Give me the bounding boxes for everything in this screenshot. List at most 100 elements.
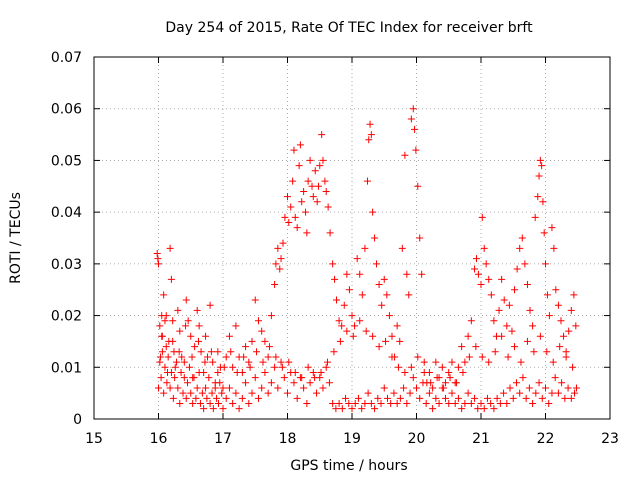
data-point xyxy=(156,322,164,330)
data-point xyxy=(542,260,549,268)
data-point xyxy=(496,399,504,407)
data-point xyxy=(345,399,353,407)
data-point xyxy=(480,405,488,413)
x-tick-labels: 15 16 17 18 19 20 21 22 23 xyxy=(85,431,619,447)
data-point xyxy=(378,301,386,309)
data-point xyxy=(278,363,286,371)
data-point xyxy=(182,394,190,402)
data-point xyxy=(178,353,186,361)
data-point xyxy=(411,125,419,133)
data-point xyxy=(523,337,531,345)
data-point xyxy=(318,131,326,139)
data-point xyxy=(207,348,215,356)
data-point xyxy=(182,322,190,330)
data-point xyxy=(338,322,346,330)
data-point xyxy=(251,296,259,304)
data-point xyxy=(432,394,440,402)
data-point xyxy=(185,363,193,371)
grid-lines xyxy=(94,57,610,419)
data-point xyxy=(406,389,414,397)
data-point xyxy=(214,348,222,356)
data-point xyxy=(272,353,280,361)
data-point xyxy=(519,374,527,382)
data-point xyxy=(348,405,356,413)
data-point xyxy=(474,405,482,413)
data-point xyxy=(500,389,508,397)
y-tick-label: 0.02 xyxy=(51,309,82,325)
data-point xyxy=(176,399,184,407)
data-point xyxy=(309,368,317,376)
data-point xyxy=(564,384,572,392)
data-point xyxy=(300,187,308,195)
x-tick-label: 15 xyxy=(85,431,103,447)
data-point xyxy=(342,394,350,402)
data-point xyxy=(309,193,317,201)
data-point xyxy=(390,389,398,397)
data-point xyxy=(508,327,516,335)
data-point xyxy=(271,363,279,371)
data-point xyxy=(162,343,170,351)
data-point xyxy=(396,337,404,345)
data-point xyxy=(429,384,437,392)
data-point xyxy=(405,291,413,299)
data-point xyxy=(277,358,285,366)
data-point xyxy=(209,405,217,413)
data-point xyxy=(394,363,402,371)
data-point xyxy=(351,322,359,330)
y-tick-label: 0.05 xyxy=(51,153,82,169)
data-point xyxy=(324,203,332,211)
data-point xyxy=(176,327,184,335)
data-point xyxy=(306,156,314,164)
data-point xyxy=(513,265,521,273)
data-point xyxy=(518,234,526,242)
data-point xyxy=(356,317,364,325)
data-point xyxy=(509,394,517,402)
data-point xyxy=(364,389,372,397)
y-tick-label: 0.01 xyxy=(51,360,82,376)
data-point xyxy=(461,358,469,366)
data-point xyxy=(503,399,511,407)
data-point xyxy=(557,317,565,325)
data-point xyxy=(191,343,199,351)
data-point xyxy=(353,255,361,263)
data-point xyxy=(303,229,311,237)
data-point xyxy=(219,405,227,413)
data-point xyxy=(166,244,174,252)
y-axis-label: ROTI / TECUs xyxy=(8,192,24,284)
data-point xyxy=(454,363,462,371)
data-point xyxy=(516,244,524,252)
data-point xyxy=(442,379,450,387)
data-point xyxy=(264,389,272,397)
data-point xyxy=(258,327,266,335)
data-point xyxy=(242,379,250,387)
data-point xyxy=(567,394,575,402)
data-point xyxy=(374,394,382,402)
data-point xyxy=(264,353,272,361)
data-point xyxy=(274,244,282,252)
data-point xyxy=(560,332,568,340)
data-point xyxy=(321,177,329,185)
data-point xyxy=(572,322,580,330)
data-point xyxy=(311,167,319,175)
data-point xyxy=(208,389,216,397)
data-point xyxy=(371,405,379,413)
data-point xyxy=(464,389,472,397)
data-point xyxy=(184,379,192,387)
data-point xyxy=(187,332,195,340)
data-point xyxy=(164,353,172,361)
data-point xyxy=(182,296,190,304)
data-point xyxy=(387,399,395,407)
data-point xyxy=(516,389,524,397)
data-point xyxy=(188,353,196,361)
data-point xyxy=(377,399,385,407)
data-point xyxy=(248,337,256,345)
data-point xyxy=(276,265,284,273)
data-point xyxy=(219,384,227,392)
data-point xyxy=(422,399,430,407)
data-point xyxy=(362,327,370,335)
data-point xyxy=(503,322,511,330)
x-tick-label: 18 xyxy=(279,431,297,447)
data-point xyxy=(407,363,415,371)
data-point xyxy=(187,389,195,397)
